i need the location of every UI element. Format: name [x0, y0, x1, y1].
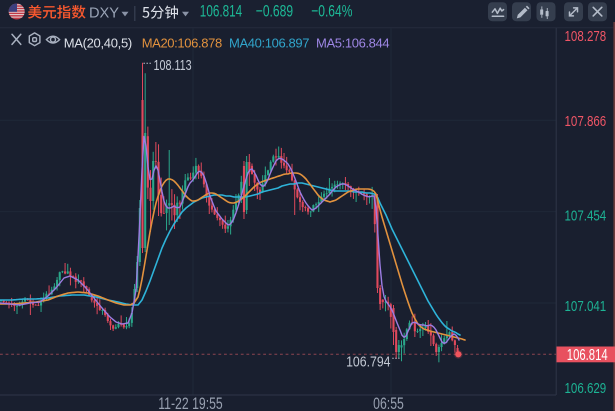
svg-text:DXY: DXY	[89, 6, 119, 22]
svg-text:108.278: 108.278	[565, 27, 607, 44]
svg-text:107.454: 107.454	[565, 207, 607, 224]
svg-text:−0.64%: −0.64%	[311, 3, 352, 21]
svg-text:−0.689: −0.689	[256, 3, 293, 21]
svg-text:107.866: 107.866	[565, 112, 607, 129]
svg-text:MA40:106.897: MA40:106.897	[229, 35, 309, 50]
svg-text:108.113: 108.113	[154, 56, 192, 73]
svg-text:106.629: 106.629	[565, 380, 607, 397]
svg-text:106.814: 106.814	[567, 346, 608, 363]
svg-text:06:55: 06:55	[373, 395, 404, 411]
svg-text:11-22 19:55: 11-22 19:55	[158, 395, 222, 411]
svg-text:MA5:106.844: MA5:106.844	[316, 35, 389, 50]
svg-text:107.041: 107.041	[565, 297, 607, 314]
svg-text:106.814: 106.814	[200, 3, 242, 22]
svg-text:106.794: 106.794	[346, 353, 391, 369]
svg-text:MA(20,40,5): MA(20,40,5)	[64, 35, 132, 50]
svg-text:MA20:106.878: MA20:106.878	[142, 35, 222, 50]
